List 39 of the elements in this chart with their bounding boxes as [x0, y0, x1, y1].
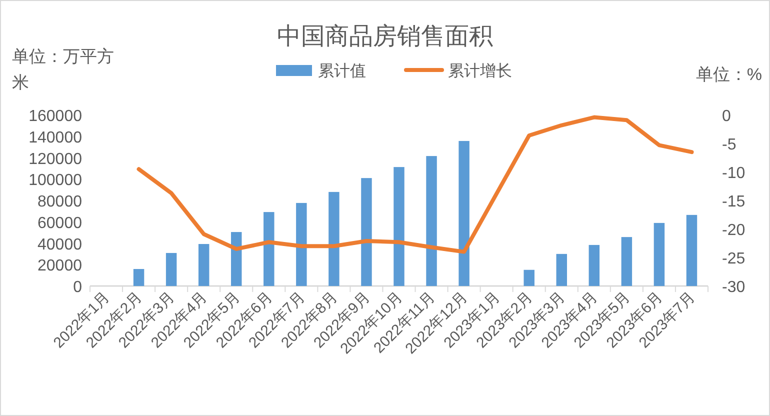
y-tick-label: 80000: [38, 194, 82, 210]
bar: [654, 222, 665, 286]
y2-tick-label: -10: [722, 165, 746, 182]
bar: [133, 269, 144, 286]
bar: [686, 214, 698, 286]
bar: [231, 232, 242, 286]
bar: [588, 244, 600, 286]
line-series: [136, 115, 694, 254]
y-tick-label: 20000: [38, 258, 82, 275]
y2-tick-label: -20: [722, 222, 746, 239]
y2-tick-label: -5: [722, 136, 736, 154]
y2-tick-label: -25: [722, 250, 746, 268]
y-tick-label: 0: [73, 279, 82, 296]
y-tick-label: 140000: [28, 129, 82, 146]
legend-label: 累计值: [318, 62, 366, 80]
chart-title: 中国商品房销售面积: [277, 23, 493, 50]
y2-tick-label: 0: [722, 108, 731, 125]
y2-tick-label: -30: [722, 279, 746, 296]
bar: [328, 192, 340, 286]
bar: [426, 156, 437, 286]
y2-tick-label: -15: [722, 194, 746, 210]
bar: [198, 244, 210, 286]
y-tick-label: 40000: [38, 236, 82, 254]
legend-label: 累计增长: [448, 62, 512, 80]
bar: [556, 254, 567, 286]
y2-axis-title: 单位：%: [696, 65, 762, 84]
bar: [524, 270, 534, 286]
y-tick-label: 100000: [28, 172, 82, 190]
bar: [264, 212, 274, 286]
y-tick-label: 120000: [28, 150, 82, 168]
bar: [621, 237, 632, 286]
y-axis-title: 单位：万平方米: [12, 47, 114, 92]
bar: [394, 167, 404, 286]
bar: [296, 202, 307, 286]
bar: [458, 140, 470, 286]
y-tick-label: 60000: [38, 214, 82, 232]
bar: [361, 178, 372, 286]
y-tick-label: 160000: [28, 108, 82, 125]
bar: [166, 252, 177, 286]
